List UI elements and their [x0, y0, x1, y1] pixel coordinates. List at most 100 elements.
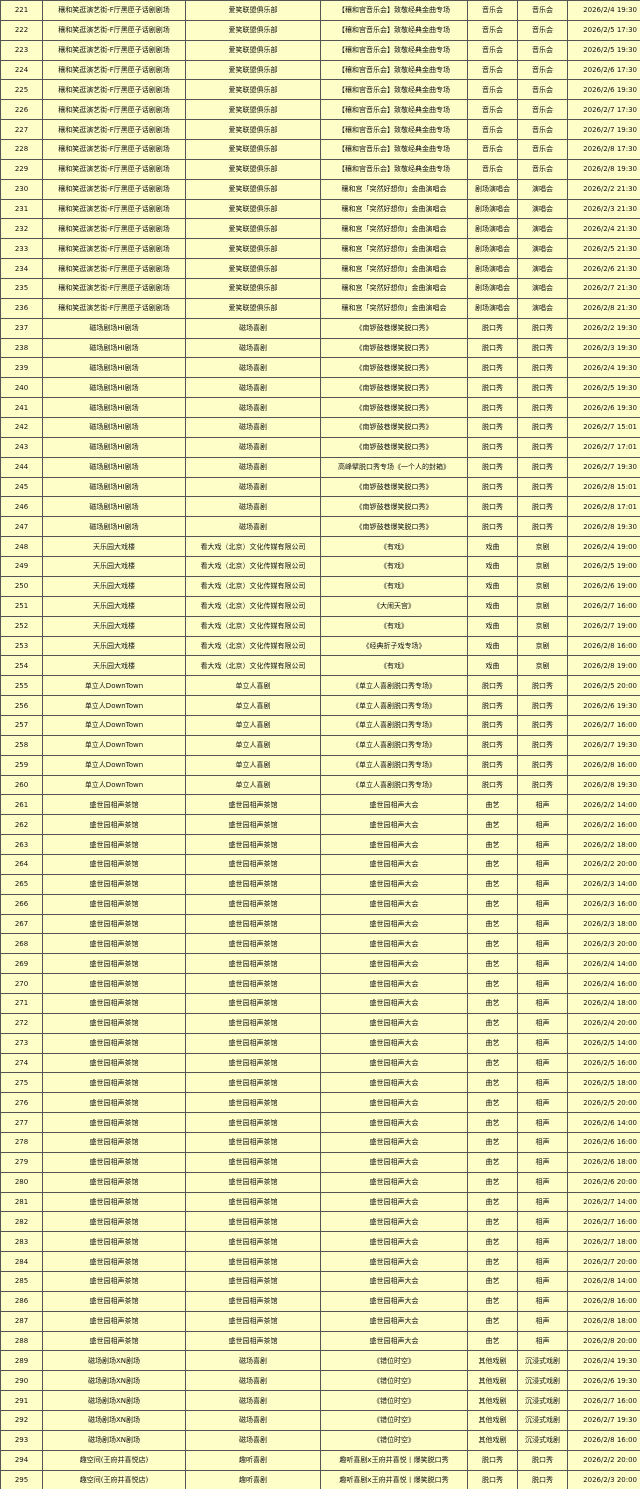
organizer: 爱笑联盟俱乐部 — [185, 178, 321, 200]
category: 曲艺 — [467, 1151, 518, 1173]
sub-category: 音乐会 — [517, 79, 568, 101]
show-title: 盛世园相声大会 — [320, 1032, 468, 1054]
organizer: 盛世园相声茶馆 — [185, 853, 321, 875]
show-title: 盛世园相声大会 — [320, 1290, 468, 1312]
sub-category: 相声 — [517, 1330, 568, 1352]
row-number: 229 — [0, 158, 43, 180]
show-title: 《有戏》 — [320, 615, 468, 637]
sub-category: 相声 — [517, 1072, 568, 1094]
show-time: 2026/2/5 16:00 — [567, 1052, 640, 1074]
show-time: 2026/2/8 19:00 — [567, 655, 640, 677]
table-row: 257 单立人DownTown 单立人喜剧 《单立人喜剧脱口秀专场》 脱口秀 脱口秀 202… — [0, 714, 640, 736]
venue: 盛世园相声茶馆 — [42, 814, 186, 836]
organizer: 盛世园相声茶馆 — [185, 1231, 321, 1253]
show-title: 《南锣鼓巷爆笑脱口秀》 — [320, 337, 468, 359]
category: 剧场演唱会 — [467, 198, 518, 220]
organizer: 盛世园相声茶馆 — [185, 1271, 321, 1292]
organizer: 单立人喜剧 — [185, 774, 321, 796]
venue: 单立人DownTown — [42, 714, 186, 736]
table-row: 279 盛世园相声茶馆 盛世园相声茶馆 盛世园相声大会 曲艺 相声 2026/2/6 18:… — [0, 1151, 640, 1173]
show-time: 2026/2/5 14:00 — [567, 1032, 640, 1054]
venue: 穰和笑逛演艺街-F厅黑匣子话剧剧场 — [42, 99, 186, 121]
category: 脱口秀 — [467, 734, 518, 756]
table-row: 231 穰和笑逛演艺街-F厅黑匣子话剧剧场 爱笑联盟俱乐部 穰和宫「突然好想你」金曲演… — [0, 198, 640, 220]
sub-category: 相声 — [517, 953, 568, 975]
sub-category: 音乐会 — [517, 99, 568, 121]
show-title: 趣听喜剧x王府井喜悦丨爆笑脱口秀 — [320, 1449, 468, 1471]
organizer: 盛世园相声茶馆 — [185, 1251, 321, 1272]
organizer: 爱笑联盟俱乐部 — [185, 79, 321, 101]
table-row: 288 盛世园相声茶馆 盛世园相声茶馆 盛世园相声大会 曲艺 相声 2026/2/8 20:… — [0, 1330, 640, 1352]
sub-category: 音乐会 — [517, 139, 568, 160]
sub-category: 脱口秀 — [517, 516, 568, 538]
venue: 盛世园相声茶馆 — [42, 834, 186, 855]
venue: 盛世园相声茶馆 — [42, 1271, 186, 1292]
show-time: 2026/2/6 19:30 — [567, 1370, 640, 1392]
sub-category: 沉浸式戏剧 — [517, 1410, 568, 1431]
table-row: 278 盛世园相声茶馆 盛世园相声茶馆 盛世园相声大会 曲艺 相声 2026/2/6 16:… — [0, 1131, 640, 1153]
show-title: 盛世园相声大会 — [320, 973, 468, 994]
sub-category: 脱口秀 — [517, 1469, 568, 1489]
row-number: 263 — [0, 834, 43, 855]
show-time: 2026/2/2 18:00 — [567, 834, 640, 855]
table-row: 224 穰和笑逛演艺街-F厅黑匣子话剧剧场 爱笑联盟俱乐部 【穰和宫音乐会】致敬经典金… — [0, 59, 640, 81]
venue: 天乐园大戏楼 — [42, 556, 186, 577]
category: 脱口秀 — [467, 675, 518, 697]
table-row: 291 磁场剧场XN剧场 磁场喜剧 《错位时空》 其他戏剧 沉浸式戏剧 2026/2/7 1… — [0, 1390, 640, 1412]
show-time: 2026/2/8 19:30 — [567, 158, 640, 180]
show-title: 【穰和宫音乐会】致敬经典金曲专场 — [320, 0, 468, 21]
venue: 盛世园相声茶馆 — [42, 1131, 186, 1153]
organizer: 磁场喜剧 — [185, 337, 321, 359]
organizer: 爱笑联盟俱乐部 — [185, 19, 321, 41]
category: 曲艺 — [467, 1231, 518, 1253]
sub-category: 音乐会 — [517, 0, 568, 21]
show-time: 2026/2/6 19:30 — [567, 397, 640, 419]
organizer: 爱笑联盟俱乐部 — [185, 218, 321, 240]
row-number: 271 — [0, 992, 43, 1014]
venue: 天乐园大戏楼 — [42, 655, 186, 677]
show-time: 2026/2/8 20:00 — [567, 1330, 640, 1352]
category: 曲艺 — [467, 1211, 518, 1233]
organizer: 磁场喜剧 — [185, 496, 321, 518]
organizer: 单立人喜剧 — [185, 734, 321, 756]
show-time: 2026/2/4 18:00 — [567, 992, 640, 1014]
show-time: 2026/2/6 17:30 — [567, 59, 640, 81]
show-title: 盛世园相声大会 — [320, 1171, 468, 1193]
show-time: 2026/2/5 19:00 — [567, 556, 640, 577]
organizer: 盛世园相声茶馆 — [185, 794, 321, 816]
sub-category: 京剧 — [517, 575, 568, 597]
show-title: 【穰和宫音乐会】致敬经典金曲专场 — [320, 99, 468, 121]
row-number: 227 — [0, 119, 43, 141]
venue: 盛世园相声茶馆 — [42, 1310, 186, 1332]
show-title: 《单立人喜剧脱口秀专场》 — [320, 714, 468, 736]
venue: 单立人DownTown — [42, 774, 186, 796]
row-number: 279 — [0, 1151, 43, 1173]
table-row: 248 天乐园大戏楼 看大戏（北京）文化传媒有限公司 《有戏》 戏曲 京剧 2026/2/4… — [0, 536, 640, 558]
row-number: 226 — [0, 99, 43, 121]
table-row: 229 穰和笑逛演艺街-F厅黑匣子话剧剧场 爱笑联盟俱乐部 【穰和宫音乐会】致敬经典金… — [0, 158, 640, 180]
show-title: 盛世园相声大会 — [320, 1012, 468, 1034]
venue: 盛世园相声茶馆 — [42, 992, 186, 1014]
row-number: 244 — [0, 456, 43, 478]
organizer: 爱笑联盟俱乐部 — [185, 158, 321, 180]
organizer: 看大戏（北京）文化传媒有限公司 — [185, 536, 321, 558]
venue: 盛世园相声茶馆 — [42, 1151, 186, 1173]
row-number: 232 — [0, 218, 43, 240]
venue: 穰和笑逛演艺街-F厅黑匣子话剧剧场 — [42, 39, 186, 61]
show-time: 2026/2/7 16:00 — [567, 1211, 640, 1233]
organizer: 盛世园相声茶馆 — [185, 1211, 321, 1233]
show-title: 《错位时空》 — [320, 1410, 468, 1431]
show-title: 《南锣鼓巷爆笑脱口秀》 — [320, 476, 468, 498]
show-time: 2026/2/7 16:00 — [567, 714, 640, 736]
row-number: 251 — [0, 595, 43, 617]
row-number: 267 — [0, 913, 43, 935]
category: 曲艺 — [467, 893, 518, 915]
category: 脱口秀 — [467, 754, 518, 776]
sub-category: 演唱会 — [517, 198, 568, 220]
row-number: 250 — [0, 575, 43, 597]
organizer: 盛世园相声茶馆 — [185, 834, 321, 855]
row-number: 248 — [0, 536, 43, 558]
organizer: 单立人喜剧 — [185, 675, 321, 697]
sub-category: 音乐会 — [517, 39, 568, 61]
show-time: 2026/2/4 21:30 — [567, 218, 640, 240]
